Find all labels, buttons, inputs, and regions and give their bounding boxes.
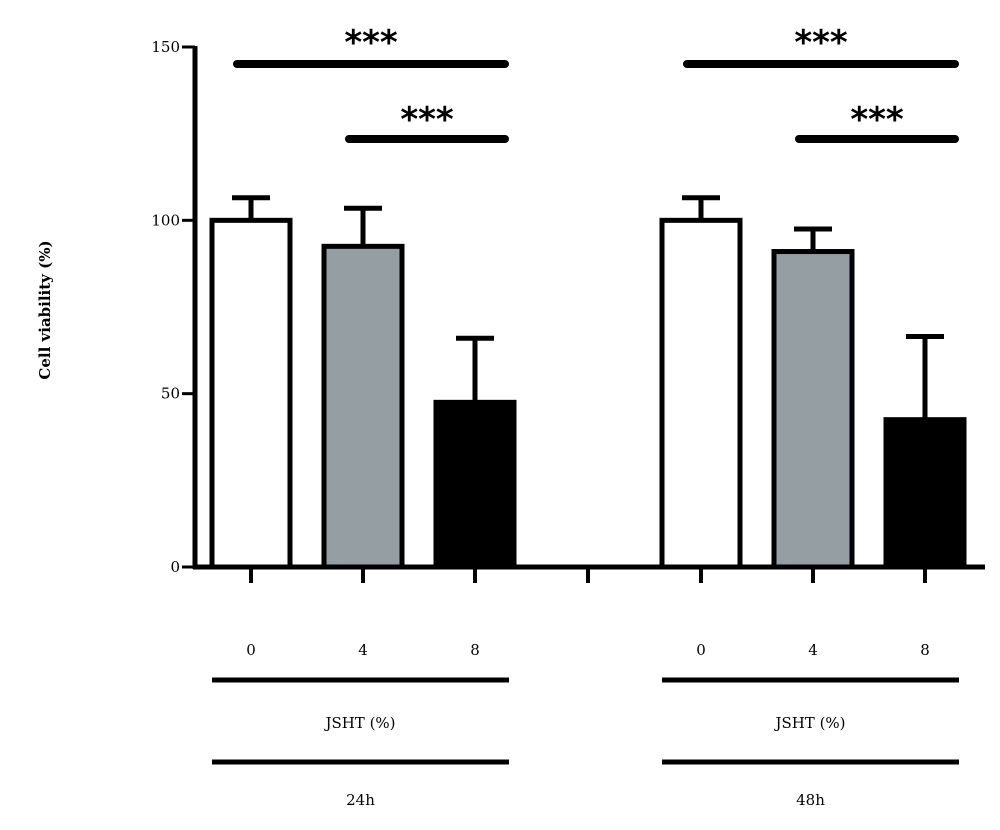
category-label: 0 (246, 641, 256, 659)
bar (433, 399, 517, 570)
y-tick-label: 50 (161, 385, 180, 403)
time-label: 48h (796, 791, 825, 809)
y-tick-label: 150 (151, 38, 180, 56)
category-label: 0 (696, 641, 706, 659)
bar (321, 243, 405, 570)
y-axis-title: Cell viability (%) (36, 240, 54, 379)
time-label: 24h (346, 791, 375, 809)
y-tick-label: 0 (170, 558, 180, 576)
y-tick-label: 100 (151, 211, 180, 229)
bar (209, 217, 293, 570)
category-label: 8 (470, 641, 480, 659)
bar (771, 249, 855, 570)
category-label: 4 (358, 641, 368, 659)
category-label: 4 (808, 641, 818, 659)
significance-label: *** (400, 100, 454, 140)
bar (883, 417, 967, 570)
significance-label: *** (794, 23, 848, 63)
significance-label: *** (344, 23, 398, 63)
bar (659, 217, 743, 570)
treatment-label: JSHT (%) (773, 714, 845, 732)
significance-label: *** (850, 100, 904, 140)
category-label: 8 (920, 641, 930, 659)
treatment-label: JSHT (%) (323, 714, 395, 732)
